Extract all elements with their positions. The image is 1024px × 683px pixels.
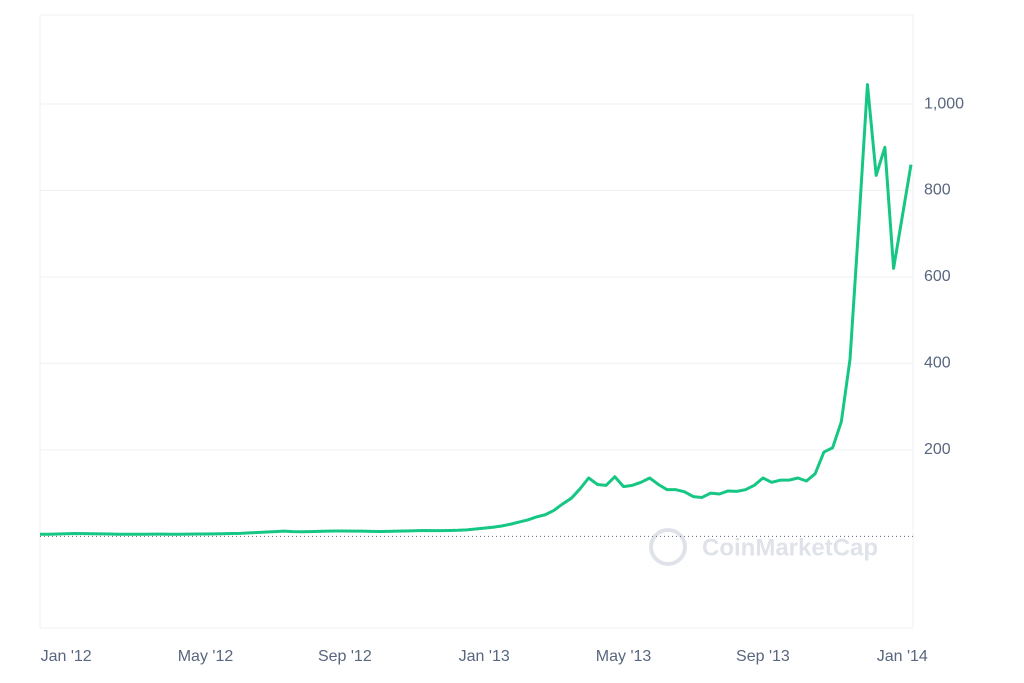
x-tick-label: Jan '12 xyxy=(41,648,92,665)
x-tick-label: Sep '12 xyxy=(318,648,372,665)
y-tick-label: 800 xyxy=(924,182,951,199)
y-tick-label: 400 xyxy=(924,355,951,372)
watermark-logo xyxy=(649,528,687,566)
plot-frame xyxy=(39,14,914,629)
price-line xyxy=(40,83,913,536)
y-tick-label: 200 xyxy=(924,441,951,458)
x-tick-label: Sep '13 xyxy=(736,648,790,665)
y-tick-label: 1,000 xyxy=(924,95,964,112)
x-tick-label: May '13 xyxy=(596,648,652,665)
y-tick-label: 600 xyxy=(924,268,951,285)
x-tick-label: Jan '13 xyxy=(459,648,510,665)
x-tick-label: May '12 xyxy=(178,648,234,665)
watermark: CoinMarketCap xyxy=(649,528,878,566)
x-tick-label: Jan '14 xyxy=(877,648,928,665)
watermark-text: CoinMarketCap xyxy=(702,534,878,561)
